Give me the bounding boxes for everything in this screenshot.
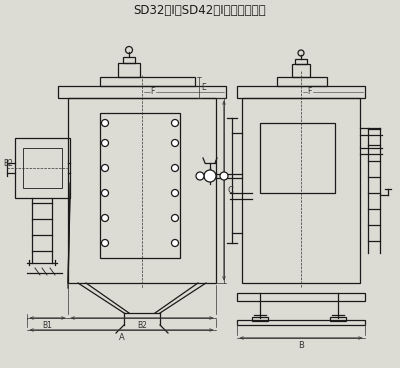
Circle shape bbox=[102, 190, 108, 197]
Text: SD32－Ⅰ、SD42－Ⅰ收塵器结构图: SD32－Ⅰ、SD42－Ⅰ收塵器结构图 bbox=[134, 4, 266, 18]
Bar bbox=[100, 113, 180, 258]
Circle shape bbox=[204, 170, 216, 182]
Circle shape bbox=[102, 120, 108, 127]
Bar bbox=[242, 98, 360, 283]
Bar bbox=[68, 98, 216, 283]
Circle shape bbox=[172, 240, 178, 247]
Text: C: C bbox=[227, 186, 233, 195]
Circle shape bbox=[220, 172, 228, 180]
Circle shape bbox=[172, 215, 178, 222]
Circle shape bbox=[102, 215, 108, 222]
Circle shape bbox=[172, 139, 178, 146]
Bar bbox=[123, 57, 135, 63]
Circle shape bbox=[102, 240, 108, 247]
Circle shape bbox=[102, 139, 108, 146]
Bar bbox=[100, 77, 195, 86]
Bar bbox=[15, 138, 70, 198]
Bar bbox=[237, 320, 365, 325]
Circle shape bbox=[102, 164, 108, 171]
Circle shape bbox=[172, 190, 178, 197]
Bar bbox=[295, 59, 307, 64]
Text: B2: B2 bbox=[137, 321, 147, 330]
Bar bbox=[118, 63, 140, 77]
Circle shape bbox=[196, 172, 204, 180]
Bar bbox=[330, 317, 346, 321]
Circle shape bbox=[172, 164, 178, 171]
Bar bbox=[23, 148, 62, 188]
Text: B1: B1 bbox=[42, 321, 52, 330]
Text: F: F bbox=[307, 88, 311, 96]
Text: A: A bbox=[119, 333, 124, 342]
Circle shape bbox=[172, 120, 178, 127]
Bar bbox=[292, 64, 310, 77]
Bar bbox=[237, 86, 365, 98]
Bar bbox=[260, 123, 335, 193]
Text: E: E bbox=[201, 83, 206, 92]
Text: F: F bbox=[150, 88, 154, 96]
Text: B: B bbox=[298, 341, 304, 350]
Bar bbox=[277, 77, 327, 86]
Bar bbox=[252, 317, 268, 321]
Bar bbox=[58, 86, 226, 98]
Bar bbox=[237, 293, 365, 301]
Text: B2: B2 bbox=[3, 159, 13, 167]
